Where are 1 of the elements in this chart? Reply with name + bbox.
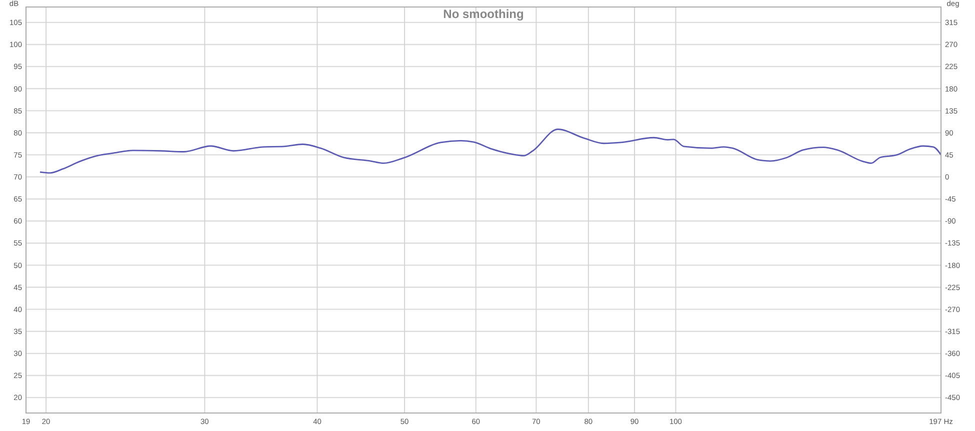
chart-title: No smoothing xyxy=(443,7,524,21)
